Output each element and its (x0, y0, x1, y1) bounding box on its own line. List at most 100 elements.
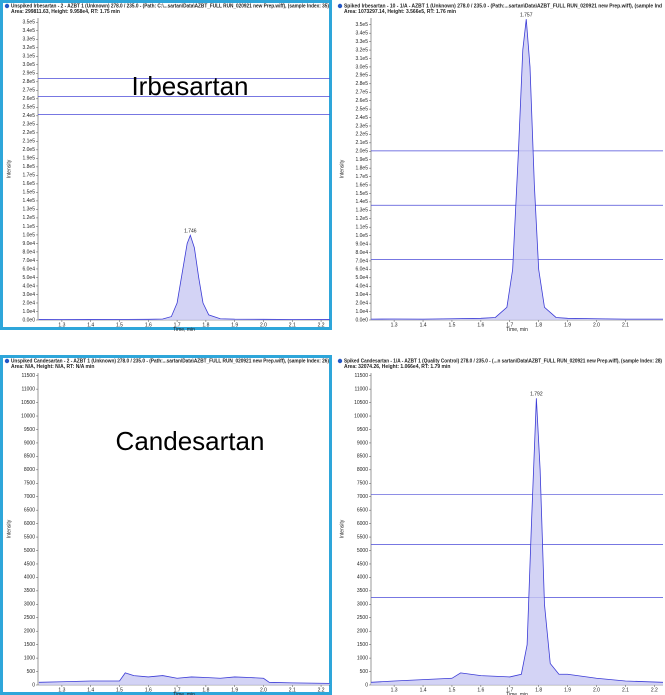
y-tick-label: 2500 (357, 615, 368, 621)
panel-subtitle: Area: 299811.63, Height: 9.958e4, RT: 1.… (11, 9, 120, 15)
y-tick-label: 3.4e5 (22, 28, 35, 34)
y-tick-label: 1000 (24, 655, 35, 661)
y-tick-label: 10500 (21, 400, 35, 406)
panel-title: Unspiked Irbesartan - 2 - AZBT 1 (Unknow… (11, 3, 329, 9)
y-tick-label: 1.1e5 (22, 224, 35, 230)
y-tick-label: 2.8e5 (22, 79, 35, 85)
y-tick-label: 6000 (357, 521, 368, 527)
y-tick-label: 8.0e4 (355, 250, 368, 256)
panel-icon (337, 3, 343, 9)
y-tick-label: 500 (360, 669, 369, 675)
trace-line (370, 398, 664, 683)
y-tick-label: 9.0e4 (22, 241, 35, 247)
y-tick-label: 2.0e4 (22, 300, 35, 306)
x-tick-label: 1.3 (391, 322, 398, 328)
x-axis-label: Time, min (173, 692, 195, 695)
x-tick-label: 1.7 (506, 322, 513, 328)
y-tick-label: 2.0e5 (355, 149, 368, 155)
y-tick-label: 3.0e4 (22, 292, 35, 298)
x-tick-label: 2.1 (622, 687, 629, 693)
y-tick-label: 1.5e5 (22, 190, 35, 196)
x-tick-label: 1.6 (477, 322, 484, 328)
y-axis-label: Intensity (6, 159, 12, 178)
y-tick-label: 2.6e5 (22, 96, 35, 102)
panel-title: Spiked Candesartan - 1/A - AZBT 1 (Quali… (344, 358, 662, 364)
y-tick-label: 11000 (21, 386, 35, 392)
x-tick-label: 1.5 (448, 322, 455, 328)
x-tick-label: 2.0 (260, 322, 267, 328)
x-tick-label: 2.2 (318, 322, 325, 328)
y-tick-label: 4000 (24, 575, 35, 581)
y-tick-label: 1.0e4 (355, 309, 368, 315)
y-tick-label: 3500 (357, 588, 368, 594)
y-tick-label: 3.5e5 (22, 20, 35, 26)
x-tick-label: 1.4 (87, 322, 94, 328)
y-tick-label: 8.0e4 (22, 249, 35, 255)
y-tick-label: 10500 (354, 400, 368, 406)
x-tick-label: 2.0 (260, 687, 267, 693)
y-tick-label: 500 (27, 669, 36, 675)
y-tick-label: 1.0e4 (22, 309, 35, 315)
panel-icon (4, 358, 10, 364)
y-tick-label: 2.8e5 (355, 81, 368, 87)
peak-label: 1.757 (520, 13, 533, 19)
trace-line (38, 234, 330, 320)
y-tick-label: 7.0e4 (355, 258, 368, 264)
y-tick-label: 3.5e5 (355, 22, 368, 28)
x-axis-label: Time, min (173, 327, 195, 333)
chart-panel: Unspiked Irbesartan - 2 - AZBT 1 (Unknow… (0, 0, 332, 333)
y-tick-label: 1500 (357, 642, 368, 648)
y-tick-label: 8500 (357, 454, 368, 460)
y-tick-label: 1.8e5 (355, 165, 368, 171)
y-tick-label: 4500 (357, 561, 368, 567)
x-tick-label: 1.4 (87, 687, 94, 693)
panel-icon (4, 3, 10, 9)
y-tick-label: 10000 (354, 413, 368, 419)
y-tick-label: 0 (32, 682, 35, 688)
y-tick-label: 1.7e5 (355, 174, 368, 180)
y-tick-label: 10000 (21, 413, 35, 419)
x-tick-label: 1.7 (174, 687, 181, 693)
y-tick-label: 2.7e5 (22, 88, 35, 94)
panel-icon (337, 358, 343, 364)
y-tick-label: 6.0e4 (22, 266, 35, 272)
y-tick-label: 3.3e5 (22, 37, 35, 43)
x-tick-label: 1.7 (174, 322, 181, 328)
y-tick-label: 2000 (357, 629, 368, 635)
panel-subtitle: Area: N/A, Height: N/A, RT: N/A min (11, 364, 94, 370)
chart-panel: Spiked Irbesartan - 10 - 1/A - AZBT 1 (U… (337, 3, 663, 333)
y-tick-label: 2.7e5 (355, 90, 368, 96)
y-tick-label: 11500 (354, 373, 368, 379)
y-tick-label: 7500 (357, 481, 368, 487)
y-tick-label: 2.4e5 (355, 115, 368, 121)
panel-title: Spiked Irbesartan - 10 - 1/A - AZBT 1 (U… (344, 3, 662, 9)
y-tick-label: 5000 (357, 548, 368, 554)
chart-panel: Unspiked Candesartan - 2 - AZBT 1 (Unkno… (0, 355, 332, 695)
y-tick-label: 1.8e5 (22, 164, 35, 170)
panel-frame (335, 357, 664, 694)
y-tick-label: 5.0e4 (22, 275, 35, 281)
y-tick-label: 2.3e5 (22, 122, 35, 128)
y-tick-label: 2000 (24, 629, 35, 635)
x-tick-label: 1.3 (58, 322, 65, 328)
x-tick-label: 1.9 (231, 322, 238, 328)
y-tick-label: 1500 (24, 642, 35, 648)
trace-line (370, 19, 663, 320)
y-tick-label: 6.0e4 (355, 267, 368, 273)
trace-line (38, 672, 330, 684)
y-tick-label: 3.0e4 (355, 292, 368, 298)
x-axis-label: Time, min (506, 692, 528, 695)
y-tick-label: 7500 (24, 481, 35, 487)
x-tick-label: 2.1 (622, 322, 629, 328)
peak-area (38, 235, 330, 320)
y-tick-label: 1.3e5 (22, 207, 35, 213)
y-tick-label: 3.0e5 (22, 62, 35, 68)
y-tick-label: 2.1e5 (355, 140, 368, 146)
chart-panel: Spiked Candesartan - 1/A - AZBT 1 (Quali… (335, 357, 664, 695)
y-tick-label: 9500 (24, 427, 35, 433)
y-tick-label: 2.2e5 (355, 132, 368, 138)
y-tick-label: 3.3e5 (355, 39, 368, 45)
y-tick-label: 8000 (24, 467, 35, 473)
y-tick-label: 2.9e5 (22, 71, 35, 77)
y-tick-label: 3000 (24, 602, 35, 608)
